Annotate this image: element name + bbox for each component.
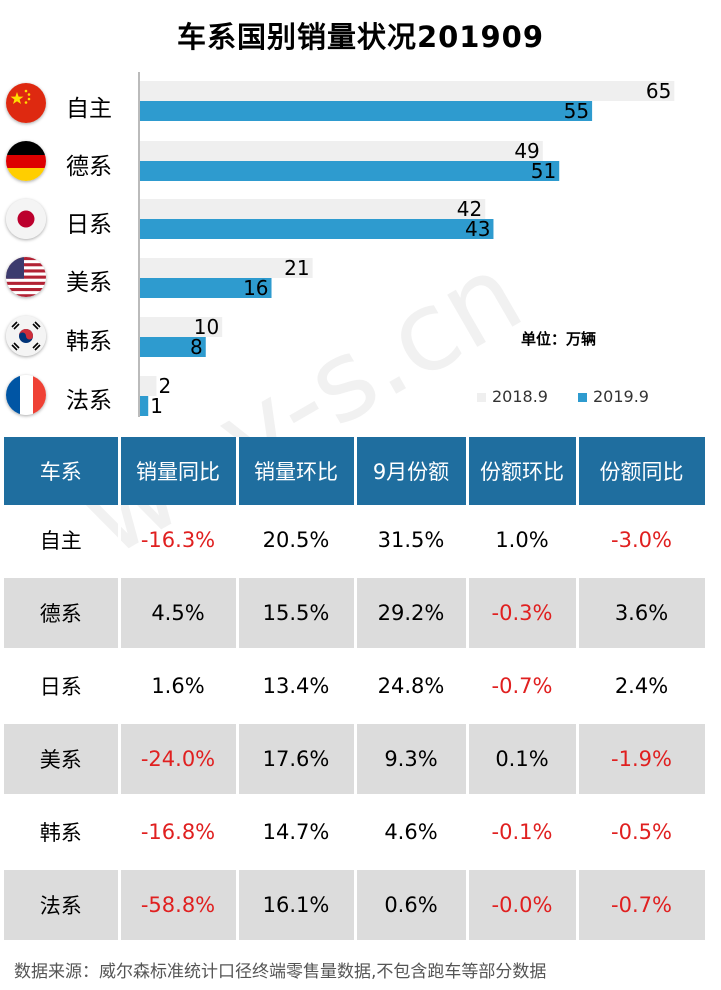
row-label-cell: 法系: [4, 868, 121, 943]
data-label: 2: [158, 374, 171, 398]
bar-2019.9-德系: [140, 161, 560, 181]
legend-item-2018: 2018.9: [477, 387, 548, 406]
table-cell: 9.3%: [355, 722, 469, 797]
table-cell: 17.6%: [237, 722, 357, 797]
bar-2018.9-日系: [140, 199, 486, 219]
germany-flag-icon: [6, 141, 46, 181]
table-cell: -0.5%: [577, 795, 708, 870]
table-cell: -0.7%: [467, 649, 579, 724]
data-label: 42: [457, 197, 482, 221]
header-cell: 车系: [4, 437, 121, 505]
table-cell: -16.3%: [119, 505, 239, 578]
table-cell: 15.5%: [237, 576, 357, 651]
data-label: 10: [194, 315, 219, 339]
table-cell: -1.9%: [577, 722, 708, 797]
table-cell: -3.0%: [577, 505, 708, 578]
header-cell: 份额同比: [577, 437, 708, 505]
row-label-cell: 日系: [4, 649, 121, 724]
table-cell: -0.3%: [467, 576, 579, 651]
table-cell: 29.2%: [355, 576, 469, 651]
category-label: 自主: [66, 96, 112, 122]
bar-2018.9-自主: [140, 81, 675, 101]
table-row: 德系 4.5% 15.5% 29.2% -0.3% 3.6%: [4, 576, 708, 651]
table-cell: -0.0%: [467, 868, 579, 943]
table-cell: -0.7%: [577, 868, 708, 943]
data-label: 8: [190, 335, 203, 359]
table-cell: 14.7%: [237, 795, 357, 870]
france-flag-icon: [6, 375, 46, 415]
japan-flag-icon: [6, 199, 46, 239]
table-cell: 1.6%: [119, 649, 239, 724]
bar-2018.9-法系: [140, 376, 157, 396]
bar-2018.9-德系: [140, 141, 543, 161]
data-label: 16: [243, 276, 268, 300]
legend-swatch-2018: [477, 393, 486, 402]
header-cell: 销量同比: [119, 437, 239, 505]
table-cell: 3.6%: [577, 576, 708, 651]
data-label: 21: [284, 256, 309, 280]
legend-label-2019: 2019.9: [593, 387, 649, 406]
legend-label-2018: 2018.9: [492, 387, 548, 406]
category-label: 日系: [66, 212, 112, 238]
table-cell: -24.0%: [119, 722, 239, 797]
category-label: 韩系: [66, 329, 112, 355]
bar-2019.9-韩系: [140, 337, 206, 357]
data-label: 1: [150, 394, 163, 418]
bar-2018.9-韩系: [140, 317, 223, 337]
chart-title: 车系国别销量状况201909: [176, 20, 545, 54]
table-cell: 4.6%: [355, 795, 469, 870]
usa-flag-icon: [6, 257, 46, 297]
bar-2019.9-美系: [140, 278, 272, 298]
table-row: 美系 -24.0% 17.6% 9.3% 0.1% -1.9%: [4, 722, 708, 797]
data-label: 51: [531, 159, 556, 183]
table-row: 日系 1.6% 13.4% 24.8% -0.7% 2.4%: [4, 649, 708, 724]
table-row: 法系 -58.8% 16.1% 0.6% -0.0% -0.7%: [4, 868, 708, 943]
category-label: 德系: [66, 154, 112, 180]
table-cell: 31.5%: [355, 505, 469, 578]
table-cell: 1.0%: [467, 505, 579, 578]
data-label: 65: [646, 79, 671, 103]
table-cell: 13.4%: [237, 649, 357, 724]
china-flag-icon: [6, 83, 46, 123]
legend-item-2019: 2019.9: [578, 387, 649, 406]
bar-2019.9-日系: [140, 219, 494, 239]
table-cell: 20.5%: [237, 505, 357, 578]
source-note: 数据来源：威尔森标准统计口径终端零售量数据,不包含跑车等部分数据: [14, 962, 547, 982]
table-cell: 0.6%: [355, 868, 469, 943]
row-label-cell: 自主: [4, 505, 121, 578]
unit-label: 单位：万辆: [521, 330, 597, 348]
table-cell: -16.8%: [119, 795, 239, 870]
table-cell: 2.4%: [577, 649, 708, 724]
table-row: 自主 -16.3% 20.5% 31.5% 1.0% -3.0%: [4, 505, 708, 578]
bar-2018.9-美系: [140, 258, 313, 278]
stats-table: 车系 销量同比 销量环比 9月份额 份额环比 份额同比 自主 -16.3% 20.5…: [4, 437, 708, 943]
table-cell: 24.8%: [355, 649, 469, 724]
data-label: 43: [465, 217, 490, 241]
bar-2019.9-法系: [140, 396, 149, 416]
header-cell: 份额环比: [467, 437, 579, 505]
data-label: 55: [564, 99, 589, 123]
row-label-cell: 德系: [4, 576, 121, 651]
category-label: 法系: [66, 388, 112, 414]
table-cell: -0.1%: [467, 795, 579, 870]
table-cell: 16.1%: [237, 868, 357, 943]
legend-swatch-2019: [578, 393, 587, 402]
korea-flag-icon: [6, 316, 46, 356]
header-cell: 销量环比: [237, 437, 357, 505]
table-cell: 0.1%: [467, 722, 579, 797]
category-label: 美系: [66, 270, 112, 296]
row-label-cell: 韩系: [4, 795, 121, 870]
bar-2019.9-自主: [140, 101, 593, 121]
bar-chart: 65 49 42 21 10 2 55 51 43 16 8 1: [138, 72, 675, 418]
table-cell: -58.8%: [119, 868, 239, 943]
row-label-cell: 美系: [4, 722, 121, 797]
table-cell: 4.5%: [119, 576, 239, 651]
table-header-row: 车系 销量同比 销量环比 9月份额 份额环比 份额同比: [4, 437, 708, 505]
table-row: 韩系 -16.8% 14.7% 4.6% -0.1% -0.5%: [4, 795, 708, 870]
header-cell: 9月份额: [355, 437, 469, 505]
data-label: 49: [514, 139, 539, 163]
